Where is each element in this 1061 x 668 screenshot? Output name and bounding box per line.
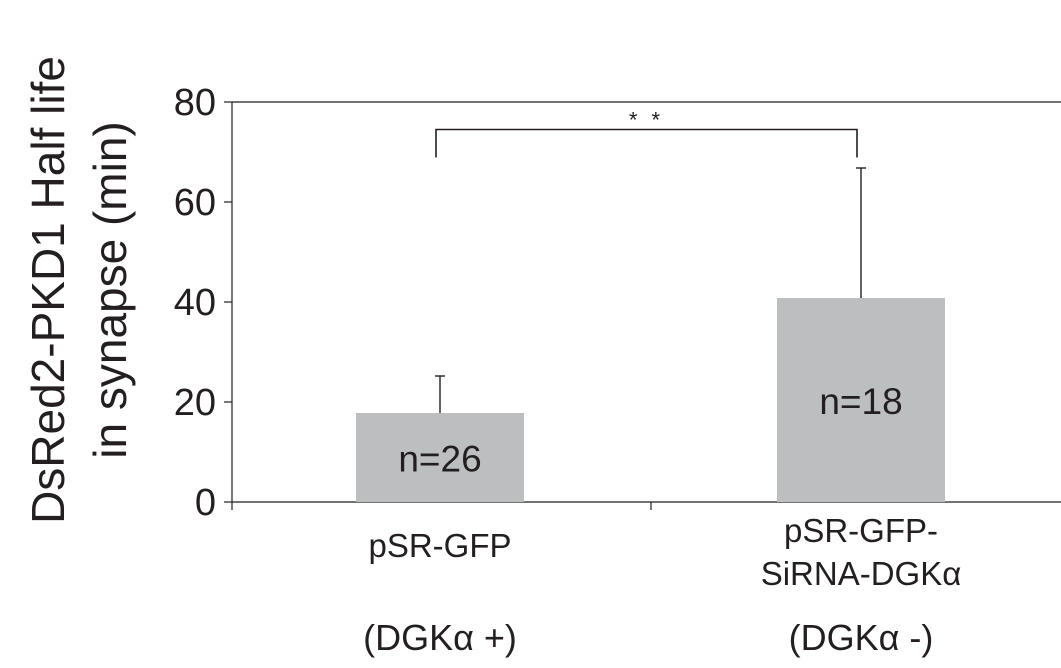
x-category-sublabel: (DGKα -) bbox=[789, 617, 934, 658]
bar-labels: n=26 n=18 bbox=[398, 381, 902, 480]
x-category-label: pSR-GFP- bbox=[784, 512, 938, 549]
bar-data-label: n=26 bbox=[398, 439, 481, 480]
x-tick-labels: pSR-GFP pSR-GFP- SiRNA-DGKα (DGKα +) (DGKα -… bbox=[363, 512, 961, 658]
y-tick-label: 80 bbox=[174, 82, 216, 124]
bar bbox=[777, 298, 945, 502]
error-bars bbox=[435, 167, 866, 413]
significance-label: * * bbox=[629, 108, 664, 133]
y-tick-label: 60 bbox=[174, 182, 216, 224]
y-axis-title: DsRed2-PKD1 Half life in synapse (min) bbox=[22, 56, 136, 524]
significance-bracket-line bbox=[435, 128, 858, 158]
x-category-sublabel: (DGKα +) bbox=[363, 617, 517, 658]
y-axis-title-line: in synapse (min) bbox=[84, 121, 136, 458]
y-tick-label: 40 bbox=[174, 282, 216, 324]
bar bbox=[356, 413, 524, 502]
y-tick-label: 0 bbox=[195, 482, 216, 524]
significance-bracket: * * bbox=[435, 108, 858, 158]
bars bbox=[356, 298, 945, 502]
y-axis-title-line: DsRed2-PKD1 Half life bbox=[22, 56, 74, 524]
bar-data-label: n=18 bbox=[819, 381, 902, 422]
axes: 0 20 40 60 80 bbox=[174, 82, 1061, 524]
y-tick-label: 20 bbox=[174, 382, 216, 424]
x-category-label: SiRNA-DGKα bbox=[761, 555, 962, 592]
x-category-label: pSR-GFP bbox=[368, 527, 511, 564]
